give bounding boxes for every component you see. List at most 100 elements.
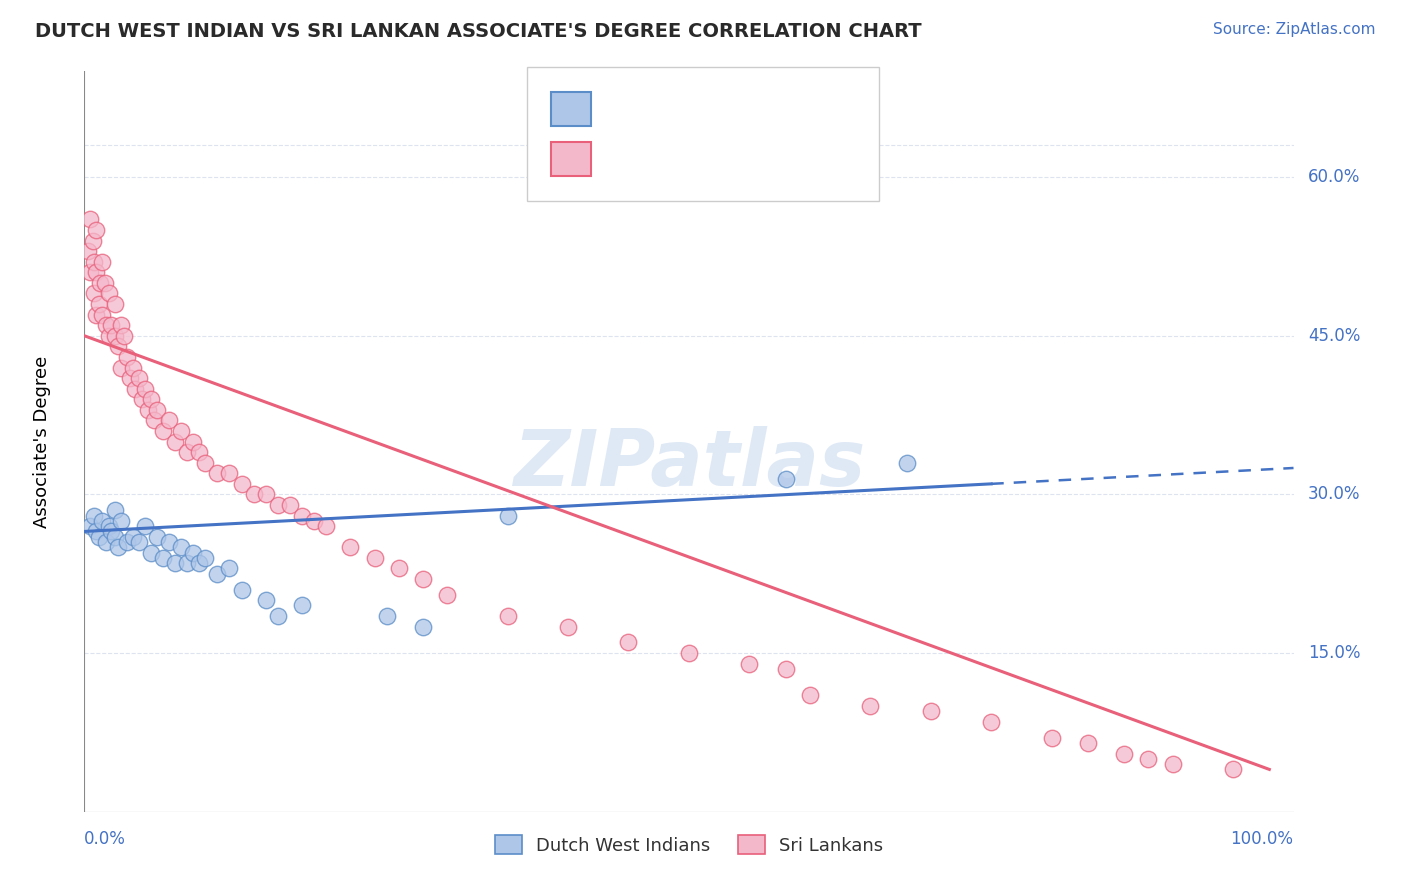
Point: [436, 588, 458, 602]
Point: [775, 472, 797, 486]
Point: [176, 445, 198, 459]
Text: 15.0%: 15.0%: [1308, 644, 1361, 662]
Point: [896, 456, 918, 470]
Point: [79, 212, 101, 227]
Point: [170, 424, 193, 438]
Point: [104, 328, 127, 343]
Text: Source: ZipAtlas.com: Source: ZipAtlas.com: [1212, 22, 1375, 37]
Point: [231, 476, 253, 491]
Point: [134, 382, 156, 396]
Text: ZIPatlas: ZIPatlas: [513, 425, 865, 502]
Point: [86, 265, 108, 279]
Point: [120, 371, 142, 385]
Point: [115, 350, 138, 364]
Point: [131, 392, 153, 407]
Point: [139, 392, 162, 407]
Text: 45.0%: 45.0%: [1308, 326, 1361, 345]
Point: [165, 556, 187, 570]
Point: [231, 582, 253, 597]
Point: [104, 503, 127, 517]
Point: [79, 265, 101, 279]
Point: [1114, 747, 1136, 761]
Point: [315, 519, 337, 533]
Point: [100, 318, 122, 333]
Point: [799, 689, 821, 703]
Point: [94, 318, 117, 333]
Point: [412, 620, 434, 634]
Point: [157, 535, 180, 549]
Point: [112, 328, 135, 343]
Point: [181, 434, 204, 449]
Point: [1077, 736, 1099, 750]
Point: [134, 519, 156, 533]
Point: [91, 254, 114, 268]
Point: [110, 514, 132, 528]
Point: [188, 556, 211, 570]
Point: [97, 286, 120, 301]
Point: [291, 599, 314, 613]
Point: [107, 541, 129, 555]
Point: [496, 609, 519, 624]
Legend: Dutch West Indians, Sri Lankans: Dutch West Indians, Sri Lankans: [488, 828, 890, 862]
Point: [218, 467, 240, 481]
Text: 0.0%: 0.0%: [84, 830, 127, 848]
Text: Associate's Degree: Associate's Degree: [32, 355, 51, 528]
Point: [91, 308, 114, 322]
Point: [339, 541, 361, 555]
Text: 30.0%: 30.0%: [1308, 485, 1361, 503]
Point: [143, 413, 166, 427]
Point: [363, 550, 385, 565]
Point: [291, 508, 314, 523]
Point: [412, 572, 434, 586]
Text: 100.0%: 100.0%: [1230, 830, 1294, 848]
Point: [617, 635, 640, 649]
Point: [121, 360, 143, 375]
Point: [242, 487, 264, 501]
Point: [254, 487, 277, 501]
Point: [87, 297, 110, 311]
Point: [181, 546, 204, 560]
Point: [97, 328, 120, 343]
Point: [302, 514, 325, 528]
Point: [79, 519, 101, 533]
Point: [91, 514, 114, 528]
Point: [388, 561, 411, 575]
Point: [678, 646, 700, 660]
Point: [170, 541, 193, 555]
Point: [738, 657, 761, 671]
Point: [194, 550, 217, 565]
Point: [86, 524, 108, 539]
Text: DUTCH WEST INDIAN VS SRI LANKAN ASSOCIATE'S DEGREE CORRELATION CHART: DUTCH WEST INDIAN VS SRI LANKAN ASSOCIAT…: [35, 22, 922, 41]
Point: [176, 556, 198, 570]
Point: [146, 530, 169, 544]
Point: [1137, 752, 1160, 766]
Point: [207, 467, 229, 481]
Point: [267, 498, 290, 512]
Point: [124, 382, 146, 396]
Point: [83, 286, 105, 301]
Text: R = -0.500   N = 74: R = -0.500 N = 74: [602, 150, 779, 168]
Point: [97, 519, 120, 533]
Point: [557, 620, 579, 634]
Point: [104, 530, 127, 544]
Point: [218, 561, 240, 575]
Point: [859, 698, 882, 713]
Point: [77, 244, 100, 259]
Point: [121, 530, 143, 544]
Point: [83, 508, 105, 523]
Point: [110, 360, 132, 375]
Point: [83, 254, 105, 268]
Point: [87, 530, 110, 544]
Text: R =  0.089   N = 37: R = 0.089 N = 37: [602, 100, 778, 118]
Point: [1040, 731, 1063, 745]
Point: [94, 535, 117, 549]
Point: [100, 524, 122, 539]
Point: [128, 371, 150, 385]
Point: [139, 546, 162, 560]
Point: [138, 402, 160, 417]
Point: [115, 535, 138, 549]
Point: [188, 445, 211, 459]
Point: [110, 318, 132, 333]
Point: [267, 609, 290, 624]
Point: [194, 456, 217, 470]
